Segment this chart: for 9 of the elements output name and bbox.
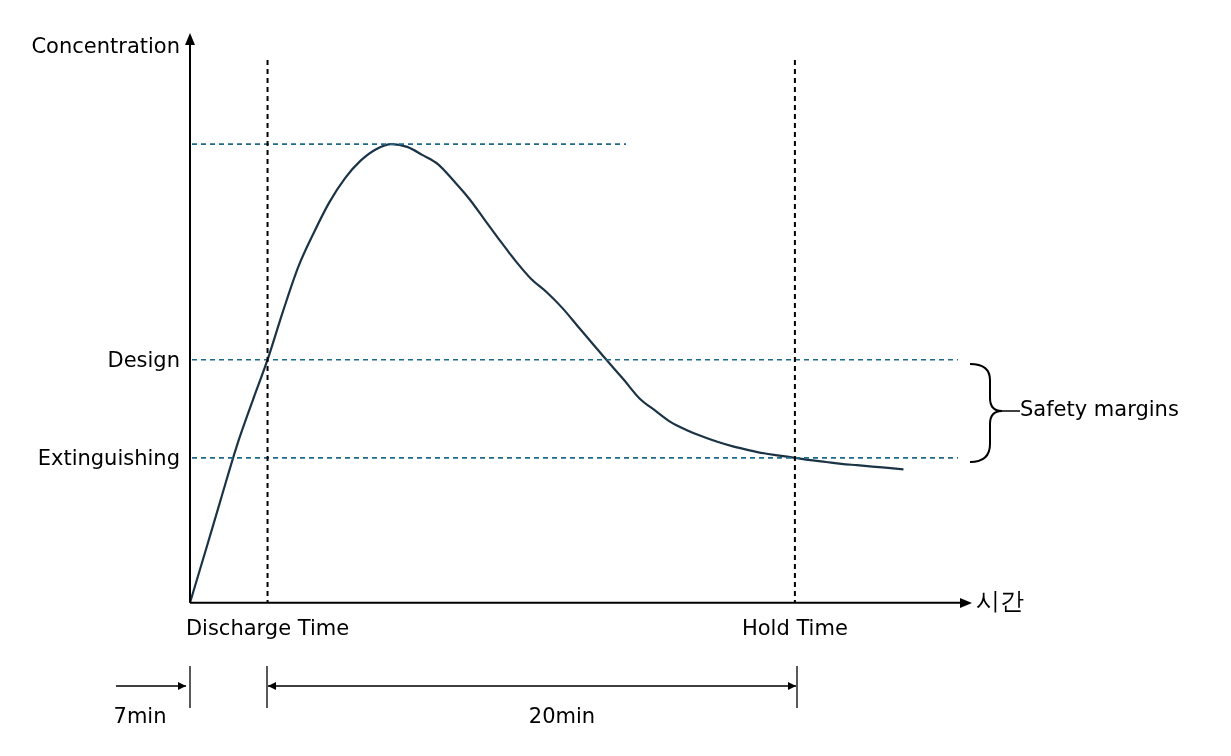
text: Safety margins	[1020, 397, 1179, 422]
ref-line-label: Design	[107, 348, 180, 373]
text: 7min	[113, 704, 167, 729]
text: 20min	[528, 704, 596, 729]
x-axis-title: 시간	[976, 587, 1024, 616]
x-tick-label: Discharge Time	[185, 615, 350, 640]
x-tick-label: Hold Time	[741, 615, 848, 640]
y-axis-title: Concentration	[31, 34, 180, 59]
ref-line-label: Extinguishing	[37, 446, 180, 471]
